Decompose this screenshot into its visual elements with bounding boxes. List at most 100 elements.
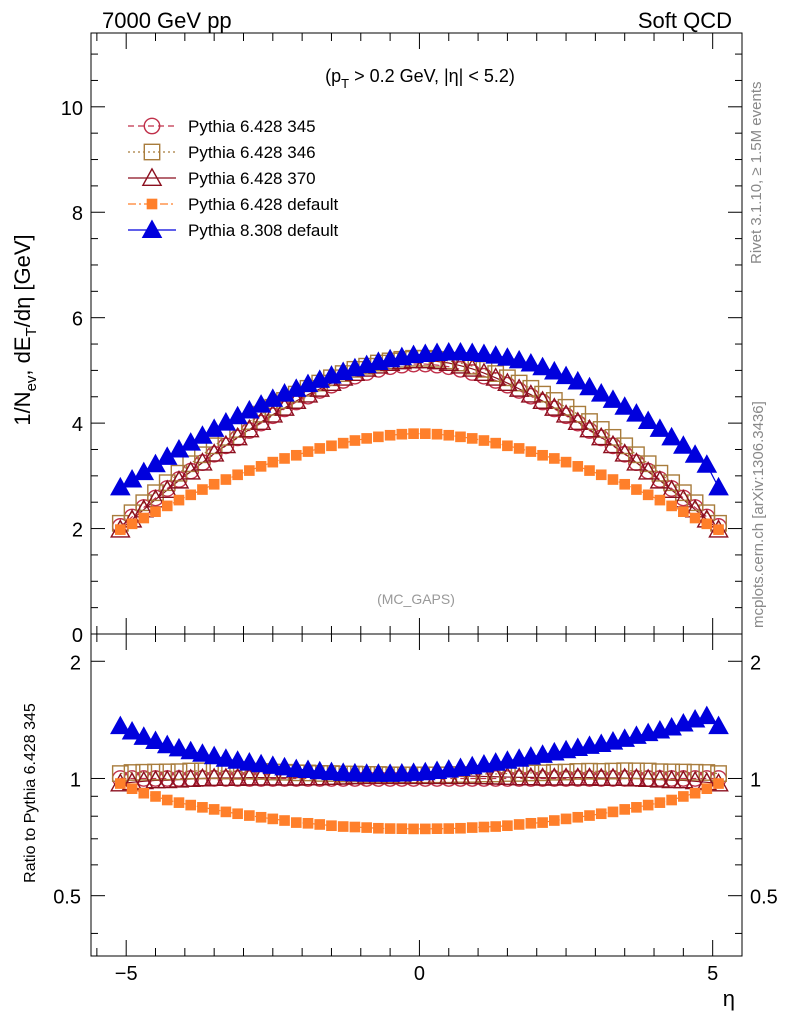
legend: Pythia 6.428 345 Pythia 6.428 346 Pythia 6…	[128, 117, 339, 240]
series-3-ratio-point	[349, 821, 361, 833]
series-1-ratio-point	[651, 763, 669, 781]
main-y-tick-label: 6	[72, 309, 83, 331]
series-2-point	[649, 470, 671, 489]
series-2-point	[590, 426, 612, 446]
series-2-ratio-point	[145, 769, 166, 789]
series-2-point	[579, 418, 600, 438]
series-1-point	[135, 494, 153, 512]
series-0-line	[119, 363, 719, 527]
series-3-ratio-point	[678, 791, 689, 802]
series-2-point	[192, 452, 213, 471]
series-4-point	[626, 403, 647, 422]
series-3-point	[455, 431, 466, 443]
axis-ticks	[91, 33, 743, 956]
series-3-ratio-point	[443, 823, 455, 834]
legend-marker	[143, 117, 161, 135]
series-2-ratio-point	[239, 767, 260, 786]
series-4-point	[696, 454, 718, 473]
legend-label: Pythia 6.428 370	[188, 169, 316, 188]
series-3-ratio-point	[361, 822, 372, 833]
analysis-watermark: (MC_GAPS)	[377, 591, 455, 607]
series-1-ratio-point	[170, 763, 188, 781]
series-2-ratio-point	[602, 767, 624, 786]
series-3-ratio-point	[220, 806, 232, 818]
series-3-ratio-point	[654, 797, 666, 808]
series-0-point	[240, 422, 258, 439]
series-4-ratio-point	[121, 721, 143, 740]
series-1-point	[686, 494, 704, 512]
series-2-ratio-point	[520, 766, 542, 786]
series-2-ratio-point	[673, 769, 694, 789]
series-4-ratio-point	[262, 755, 284, 774]
series-3-point	[244, 465, 255, 476]
main-y-tick-label: 8	[72, 203, 83, 225]
series-3-ratio-point	[431, 823, 443, 834]
legend-marker	[141, 219, 163, 238]
series-2-point	[438, 352, 460, 372]
series-3-ratio-point	[689, 787, 701, 799]
series-3-ratio-point	[513, 819, 525, 830]
series-3-point	[584, 465, 595, 476]
series-0-point	[581, 422, 598, 439]
series-2-ratio-point	[590, 767, 612, 787]
series-2-point	[262, 404, 284, 423]
series-1-ratio-point	[674, 763, 692, 781]
series-2-ratio-point	[649, 769, 671, 788]
series-4-point	[614, 396, 635, 415]
series-2-ratio-point	[215, 767, 237, 786]
series-3-ratio-point	[208, 804, 220, 815]
ratio-y-tick-label-right: 1	[750, 769, 761, 791]
series-3-ratio-point	[314, 819, 326, 830]
series-3-point	[478, 435, 490, 446]
series-0-point	[252, 414, 270, 432]
series-3-ratio-line	[120, 782, 719, 830]
series-2-point	[532, 390, 553, 409]
series-2-point	[274, 397, 295, 416]
series-4-point	[497, 347, 518, 366]
series-3-ratio-point	[396, 823, 408, 834]
series-3-ratio-point	[302, 817, 314, 829]
series-0-point	[217, 437, 235, 455]
series-3-ratio-point	[138, 787, 150, 799]
series-2-ratio-point	[227, 767, 248, 787]
ratio-markers	[110, 705, 729, 835]
legend-label: Pythia 6.428 345	[188, 117, 316, 136]
series-3-point	[208, 478, 220, 490]
series-4-point	[590, 383, 612, 402]
axis-tick-labels: 0 2 4 6 8 10 −5 0 5 0.5 0.5 1 1 2 2	[53, 98, 778, 985]
series-3-ratio-point	[549, 815, 560, 826]
series-3-point	[138, 512, 150, 524]
ratio-y-axis-label: Ratio to Pythia 6.428 345	[22, 703, 39, 883]
series-3-point	[490, 437, 501, 449]
series-3-ratio-point	[466, 822, 478, 833]
series-3-point	[595, 469, 607, 481]
series-4-ratio-point	[133, 726, 155, 745]
series-3-ratio-point	[161, 794, 173, 806]
series-4-point	[520, 353, 542, 372]
rivet-version-label: Rivet 3.1.10, ≥ 1.5M events	[748, 82, 765, 265]
ratio-y-tick-label: 2	[70, 652, 81, 674]
series-3-point	[267, 456, 279, 468]
series-3-point	[126, 518, 138, 530]
series-4-point	[508, 349, 530, 369]
series-3-ratio-point	[595, 808, 607, 820]
series-2-ratio-point	[168, 769, 190, 788]
main-y-axis-label: 1/Nev, dET/dη [GeV]	[10, 234, 40, 425]
series-3-point	[115, 524, 126, 535]
series-2-point	[250, 411, 272, 431]
series-2-point	[180, 461, 201, 480]
series-3-point	[419, 428, 431, 439]
series-3-ratio-point	[255, 811, 267, 823]
series-3-point	[560, 456, 572, 468]
series-3-point	[290, 449, 302, 461]
series-1-point	[158, 474, 176, 492]
series-3-ratio-point	[232, 808, 243, 820]
series-2-point	[508, 378, 530, 397]
series-0-point	[592, 429, 610, 447]
series-1-point	[651, 464, 669, 482]
series-3-ratio-point	[619, 804, 631, 815]
series-1-ratio-point	[194, 762, 211, 780]
series-3-point	[502, 440, 513, 452]
series-3-point	[337, 437, 349, 449]
